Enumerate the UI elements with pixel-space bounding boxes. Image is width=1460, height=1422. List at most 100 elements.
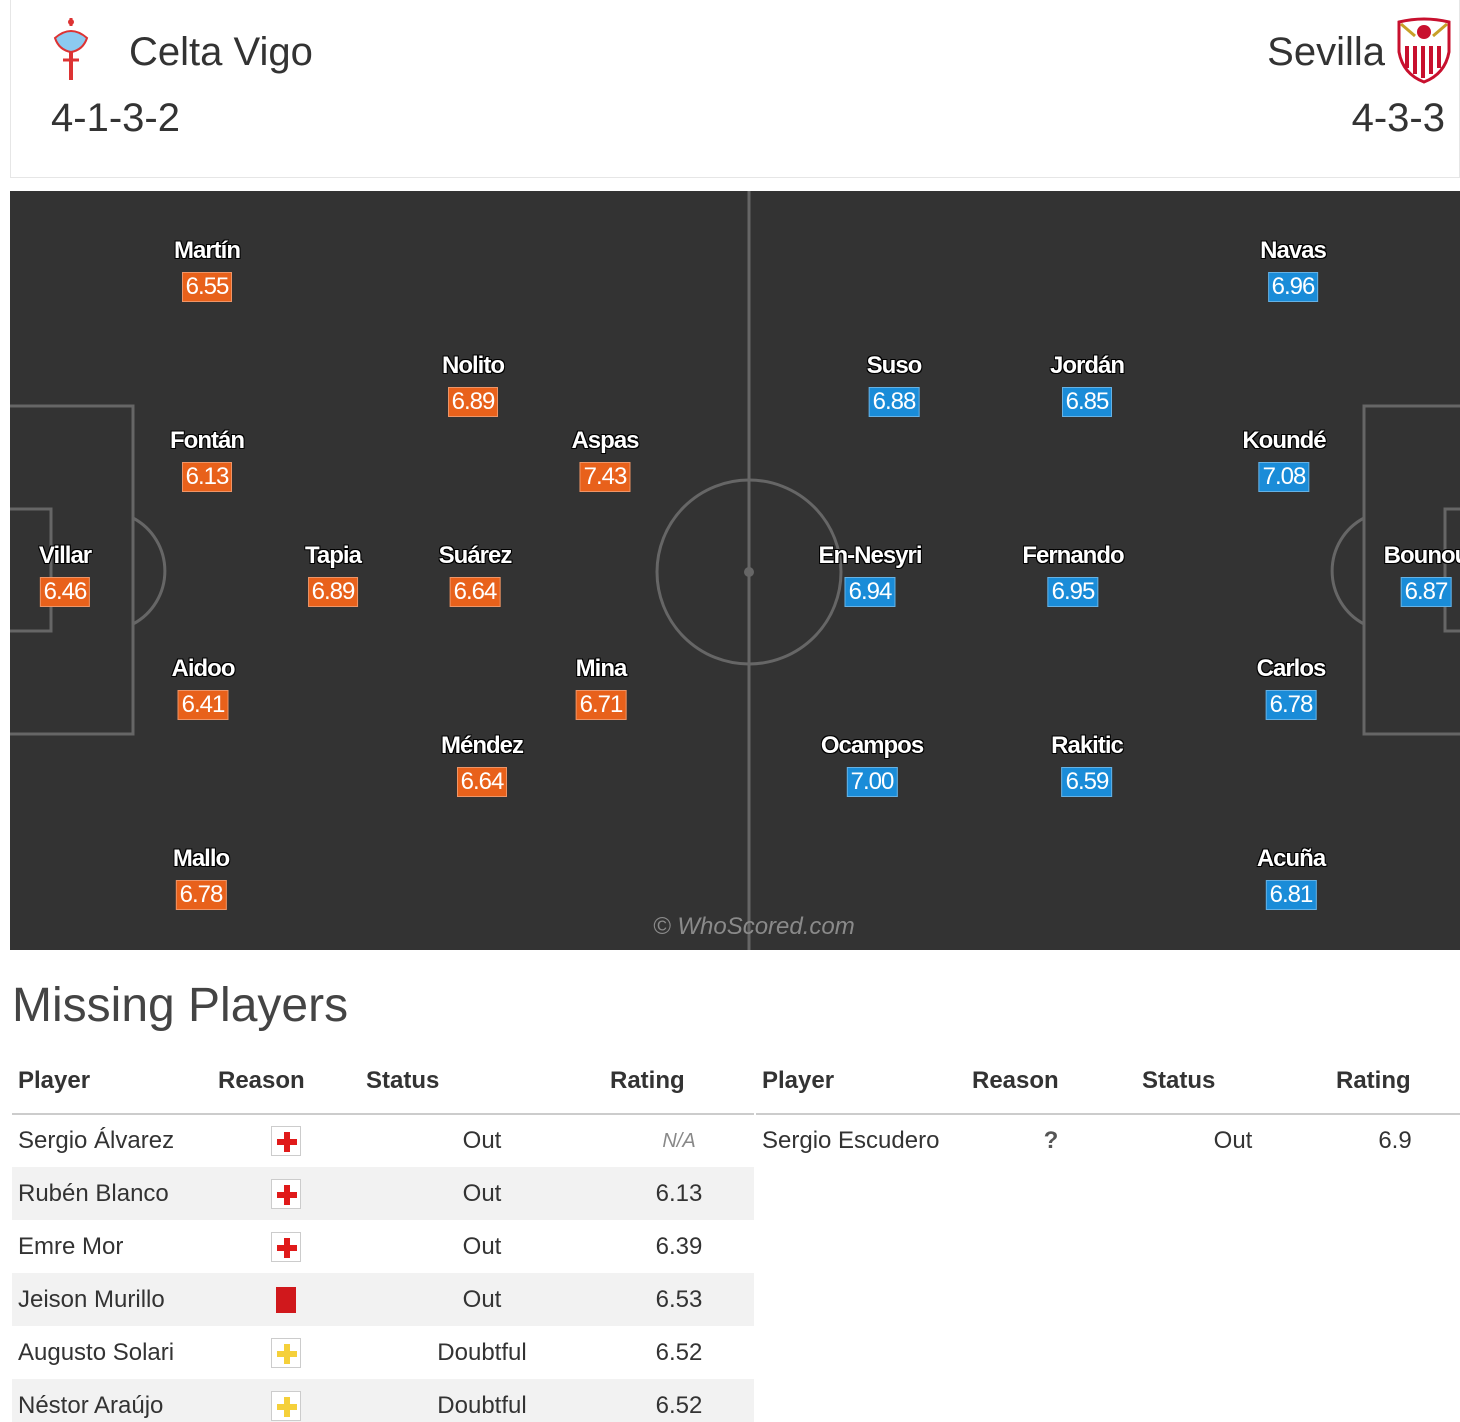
player-rating: 6.89 [447, 387, 499, 417]
whoscored-watermark: © WhoScored.com [653, 913, 855, 940]
player-name: Koundé [1242, 427, 1326, 454]
away-player-fernando[interactable]: Fernando 6.95 [1022, 541, 1125, 607]
player-rating: 6.88 [868, 387, 920, 417]
pitch-lines [10, 191, 1460, 950]
player-name-cell[interactable]: Sergio Álvarez [18, 1127, 175, 1154]
col-header-player[interactable]: Player [12, 1048, 212, 1115]
player-name-cell[interactable]: Emre Mor [18, 1232, 124, 1260]
player-name: En-Nesyri [818, 542, 922, 569]
away-player-rakitic[interactable]: Rakitic 6.59 [1051, 731, 1124, 797]
home-player-tapia[interactable]: Tapia 6.89 [305, 541, 362, 607]
rating-cell: 6.39 [655, 1232, 703, 1260]
status-cell: Out [462, 1127, 502, 1154]
player-rating: 6.59 [1061, 767, 1113, 797]
home-player-mendez[interactable]: Méndez 6.64 [440, 731, 524, 797]
formation-pitch: Martín 6.55 Nolito 6.89 Fontán 6.13 Aspas 7.… [10, 191, 1460, 950]
away-player-jordan[interactable]: Jordán 6.85 [1049, 351, 1125, 417]
home-player-aspas[interactable]: Aspas 7.43 [571, 426, 640, 492]
away-team-name[interactable]: Sevilla [1267, 30, 1385, 74]
home-team-name[interactable]: Celta Vigo [129, 30, 313, 74]
home-player-suarez[interactable]: Suárez 6.64 [439, 541, 512, 607]
away-player-suso[interactable]: Suso 6.88 [867, 351, 922, 417]
rating-cell: 6.52 [604, 1379, 754, 1422]
doubtful-icon [271, 1390, 301, 1421]
home-player-martin[interactable]: Martín 6.55 [174, 236, 241, 302]
col-header-reason[interactable]: Reason [966, 1048, 1136, 1115]
red-card-icon [271, 1285, 301, 1315]
col-header-reason[interactable]: Reason [212, 1048, 360, 1115]
celta-vigo-crest-icon [53, 18, 89, 80]
player-rating: 6.96 [1267, 272, 1319, 302]
player-name: Tapia [305, 542, 362, 569]
player-name: Méndez [440, 732, 524, 759]
home-missing-table: Player Reason Status Rating Sergio Álvar… [12, 1048, 754, 1422]
home-player-nolito[interactable]: Nolito 6.89 [442, 351, 505, 417]
player-rating: 6.64 [456, 767, 508, 797]
player-rating: 6.89 [307, 577, 359, 607]
player-rating: 7.43 [579, 462, 631, 492]
player-name: Rakitic [1051, 732, 1124, 759]
player-name-cell[interactable]: Néstor Araújo [12, 1379, 212, 1422]
player-rating: 6.85 [1061, 387, 1113, 417]
doubtful-icon [271, 1337, 301, 1368]
player-name: Jordán [1049, 352, 1125, 379]
missing-players-title: Missing Players [12, 979, 349, 1032]
player-name-cell[interactable]: Sergio Escudero [762, 1127, 940, 1154]
rating-cell: 6.53 [604, 1273, 754, 1326]
rating-cell: 6.13 [604, 1167, 754, 1220]
status-cell: Out [462, 1232, 502, 1260]
player-name: Acuña [1256, 845, 1326, 872]
away-player-carlos[interactable]: Carlos 6.78 [1257, 654, 1326, 720]
player-rating: 6.78 [175, 880, 227, 910]
player-name: Aspas [571, 427, 639, 454]
col-header-status[interactable]: Status [360, 1048, 604, 1115]
player-name: Nolito [442, 352, 505, 379]
unknown-reason-icon: ? [1043, 1127, 1059, 1154]
player-name: Carlos [1256, 655, 1327, 682]
away-player-navas[interactable]: Navas 6.96 [1260, 236, 1327, 302]
player-name: Martín [174, 237, 241, 264]
player-rating: 6.78 [1265, 690, 1317, 720]
table-row: Emre Mor Out 6.39 [12, 1220, 754, 1273]
away-player-en-nesyri[interactable]: En-Nesyri 6.94 [818, 541, 923, 607]
player-name-cell[interactable]: Rubén Blanco [12, 1167, 212, 1220]
home-player-villar[interactable]: Villar 6.46 [39, 541, 92, 607]
away-player-kounde[interactable]: Koundé 7.08 [1242, 426, 1327, 492]
player-rating: 6.46 [39, 577, 91, 607]
col-header-player[interactable]: Player [756, 1048, 966, 1115]
home-player-fontan[interactable]: Fontán 6.13 [170, 426, 245, 492]
home-player-mina[interactable]: Mina 6.71 [575, 654, 627, 720]
player-name: Fernando [1022, 542, 1124, 569]
sevilla-crest-icon [1397, 17, 1451, 84]
away-player-bounou[interactable]: Bounou 6.87 [1384, 541, 1460, 607]
player-name-cell[interactable]: Jeison Murillo [12, 1273, 212, 1326]
home-player-aidoo[interactable]: Aidoo 6.41 [172, 654, 235, 720]
rating-cell: 6.9 [1378, 1127, 1412, 1154]
col-header-status[interactable]: Status [1136, 1048, 1330, 1115]
player-name-cell[interactable]: Augusto Solari [18, 1338, 175, 1366]
table-row: Augusto Solari Doubtful 6.52 [12, 1326, 754, 1379]
col-header-rating[interactable]: Rating [604, 1048, 754, 1115]
home-formation: 4-1-3-2 [51, 96, 180, 140]
home-player-mallo[interactable]: Mallo 6.78 [172, 844, 230, 910]
player-name: Mallo [172, 845, 230, 872]
player-rating: 7.08 [1258, 462, 1310, 492]
table-row: Sergio Escudero ? Out 6.9 [756, 1114, 1460, 1167]
away-player-acuna[interactable]: Acuña 6.81 [1256, 844, 1326, 910]
player-name: Aidoo [171, 655, 236, 682]
player-rating: 6.64 [449, 577, 501, 607]
away-player-ocampos[interactable]: Ocampos 7.00 [821, 731, 924, 797]
injury-icon [271, 1178, 301, 1209]
rating-cell: 6.52 [655, 1338, 703, 1366]
table-row: Sergio Álvarez Out N/A [12, 1114, 754, 1167]
player-rating: 6.71 [575, 690, 627, 720]
injury-icon [271, 1231, 301, 1262]
col-header-rating[interactable]: Rating [1330, 1048, 1460, 1115]
player-name: Suárez [438, 542, 513, 569]
player-rating: 6.13 [181, 462, 233, 492]
player-name: Bounou [1383, 542, 1460, 569]
player-rating: 6.95 [1047, 577, 1099, 607]
rating-cell: N/A [662, 1129, 696, 1152]
status-cell: Out [1213, 1127, 1253, 1154]
player-name: Suso [866, 352, 923, 379]
